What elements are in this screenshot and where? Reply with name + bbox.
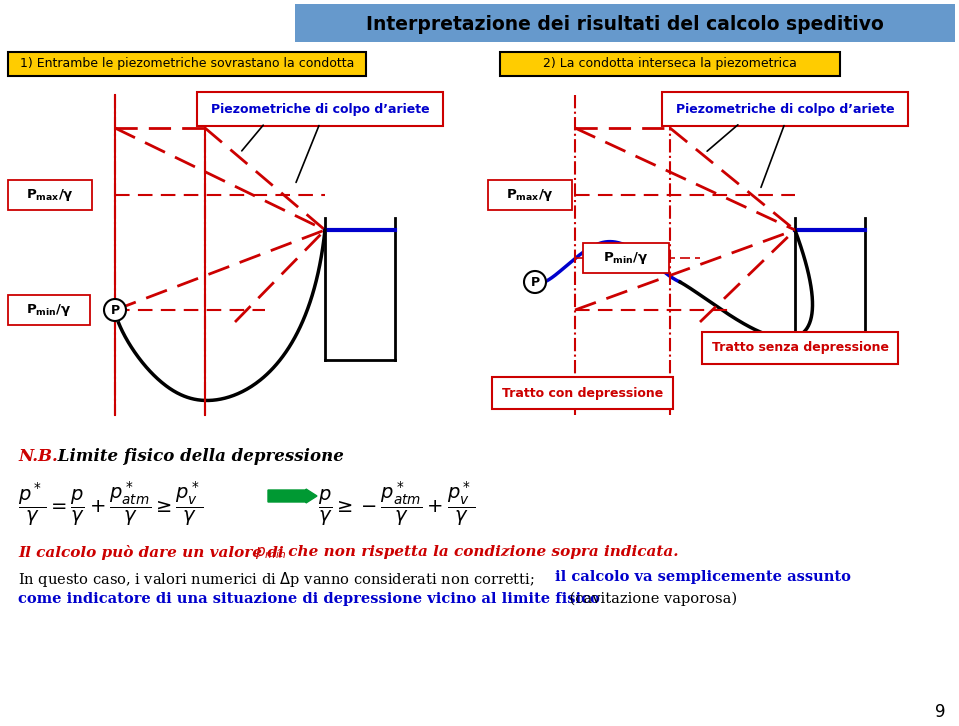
FancyBboxPatch shape bbox=[488, 180, 572, 210]
Text: Tratto senza depressione: Tratto senza depressione bbox=[712, 341, 888, 354]
Text: P: P bbox=[110, 303, 120, 317]
FancyBboxPatch shape bbox=[492, 377, 673, 409]
FancyBboxPatch shape bbox=[583, 243, 669, 273]
Text: $\bf{P_{max}/\gamma}$: $\bf{P_{max}/\gamma}$ bbox=[26, 187, 74, 203]
FancyBboxPatch shape bbox=[662, 92, 908, 126]
Text: P: P bbox=[530, 275, 540, 288]
Text: Interpretazione dei risultati del calcolo speditivo: Interpretazione dei risultati del calcol… bbox=[366, 15, 884, 33]
Text: Tratto con depressione: Tratto con depressione bbox=[503, 386, 664, 399]
Text: N.B.: N.B. bbox=[18, 448, 58, 465]
Text: $p_{min}$: $p_{min}$ bbox=[255, 545, 286, 561]
Text: $\bf{P_{min}/\gamma}$: $\bf{P_{min}/\gamma}$ bbox=[26, 302, 72, 318]
FancyBboxPatch shape bbox=[8, 180, 92, 210]
Circle shape bbox=[524, 271, 546, 293]
FancyBboxPatch shape bbox=[702, 332, 898, 364]
Text: Il calcolo può dare un valore di: Il calcolo può dare un valore di bbox=[18, 545, 289, 560]
Text: In questo caso, i valori numerici di $\Delta$p vanno considerati non corretti;: In questo caso, i valori numerici di $\D… bbox=[18, 570, 536, 589]
Text: 1) Entrambe le piezometriche sovrastano la condotta: 1) Entrambe le piezometriche sovrastano … bbox=[20, 57, 354, 70]
Text: $\dfrac{p^*}{\gamma} = \dfrac{p}{\gamma} + \dfrac{p^*_{atm}}{\gamma} \geq \dfrac: $\dfrac{p^*}{\gamma} = \dfrac{p}{\gamma}… bbox=[18, 480, 203, 529]
Text: (cavitazione vaporosa): (cavitazione vaporosa) bbox=[565, 592, 737, 606]
FancyBboxPatch shape bbox=[197, 92, 443, 126]
Text: :: : bbox=[325, 448, 331, 465]
Text: come indicatore di una situazione di depressione vicino al limite fisico: come indicatore di una situazione di dep… bbox=[18, 592, 599, 606]
Text: $\bf{P_{min}/\gamma}$: $\bf{P_{min}/\gamma}$ bbox=[603, 250, 648, 266]
Text: che non rispetta la condizione sopra indicata.: che non rispetta la condizione sopra ind… bbox=[283, 545, 679, 559]
Circle shape bbox=[104, 299, 126, 321]
FancyBboxPatch shape bbox=[500, 52, 840, 76]
Text: $\bf{P_{max}/\gamma}$: $\bf{P_{max}/\gamma}$ bbox=[506, 187, 554, 203]
Text: 2) La condotta interseca la piezometrica: 2) La condotta interseca la piezometrica bbox=[543, 57, 797, 70]
FancyBboxPatch shape bbox=[8, 52, 366, 76]
Text: $\dfrac{p}{\gamma} \geq -\dfrac{p^*_{atm}}{\gamma} + \dfrac{p^*_v}{\gamma}$: $\dfrac{p}{\gamma} \geq -\dfrac{p^*_{atm… bbox=[318, 480, 475, 529]
FancyBboxPatch shape bbox=[8, 295, 90, 325]
Text: 9: 9 bbox=[935, 703, 946, 721]
Text: Limite fisico della depressione: Limite fisico della depressione bbox=[52, 448, 344, 465]
FancyBboxPatch shape bbox=[295, 4, 955, 42]
FancyArrow shape bbox=[268, 489, 317, 503]
Text: il calcolo va semplicemente assunto: il calcolo va semplicemente assunto bbox=[555, 570, 851, 584]
Text: Piezometriche di colpo d’ariete: Piezometriche di colpo d’ariete bbox=[676, 102, 895, 115]
Text: Piezometriche di colpo d’ariete: Piezometriche di colpo d’ariete bbox=[211, 102, 430, 115]
